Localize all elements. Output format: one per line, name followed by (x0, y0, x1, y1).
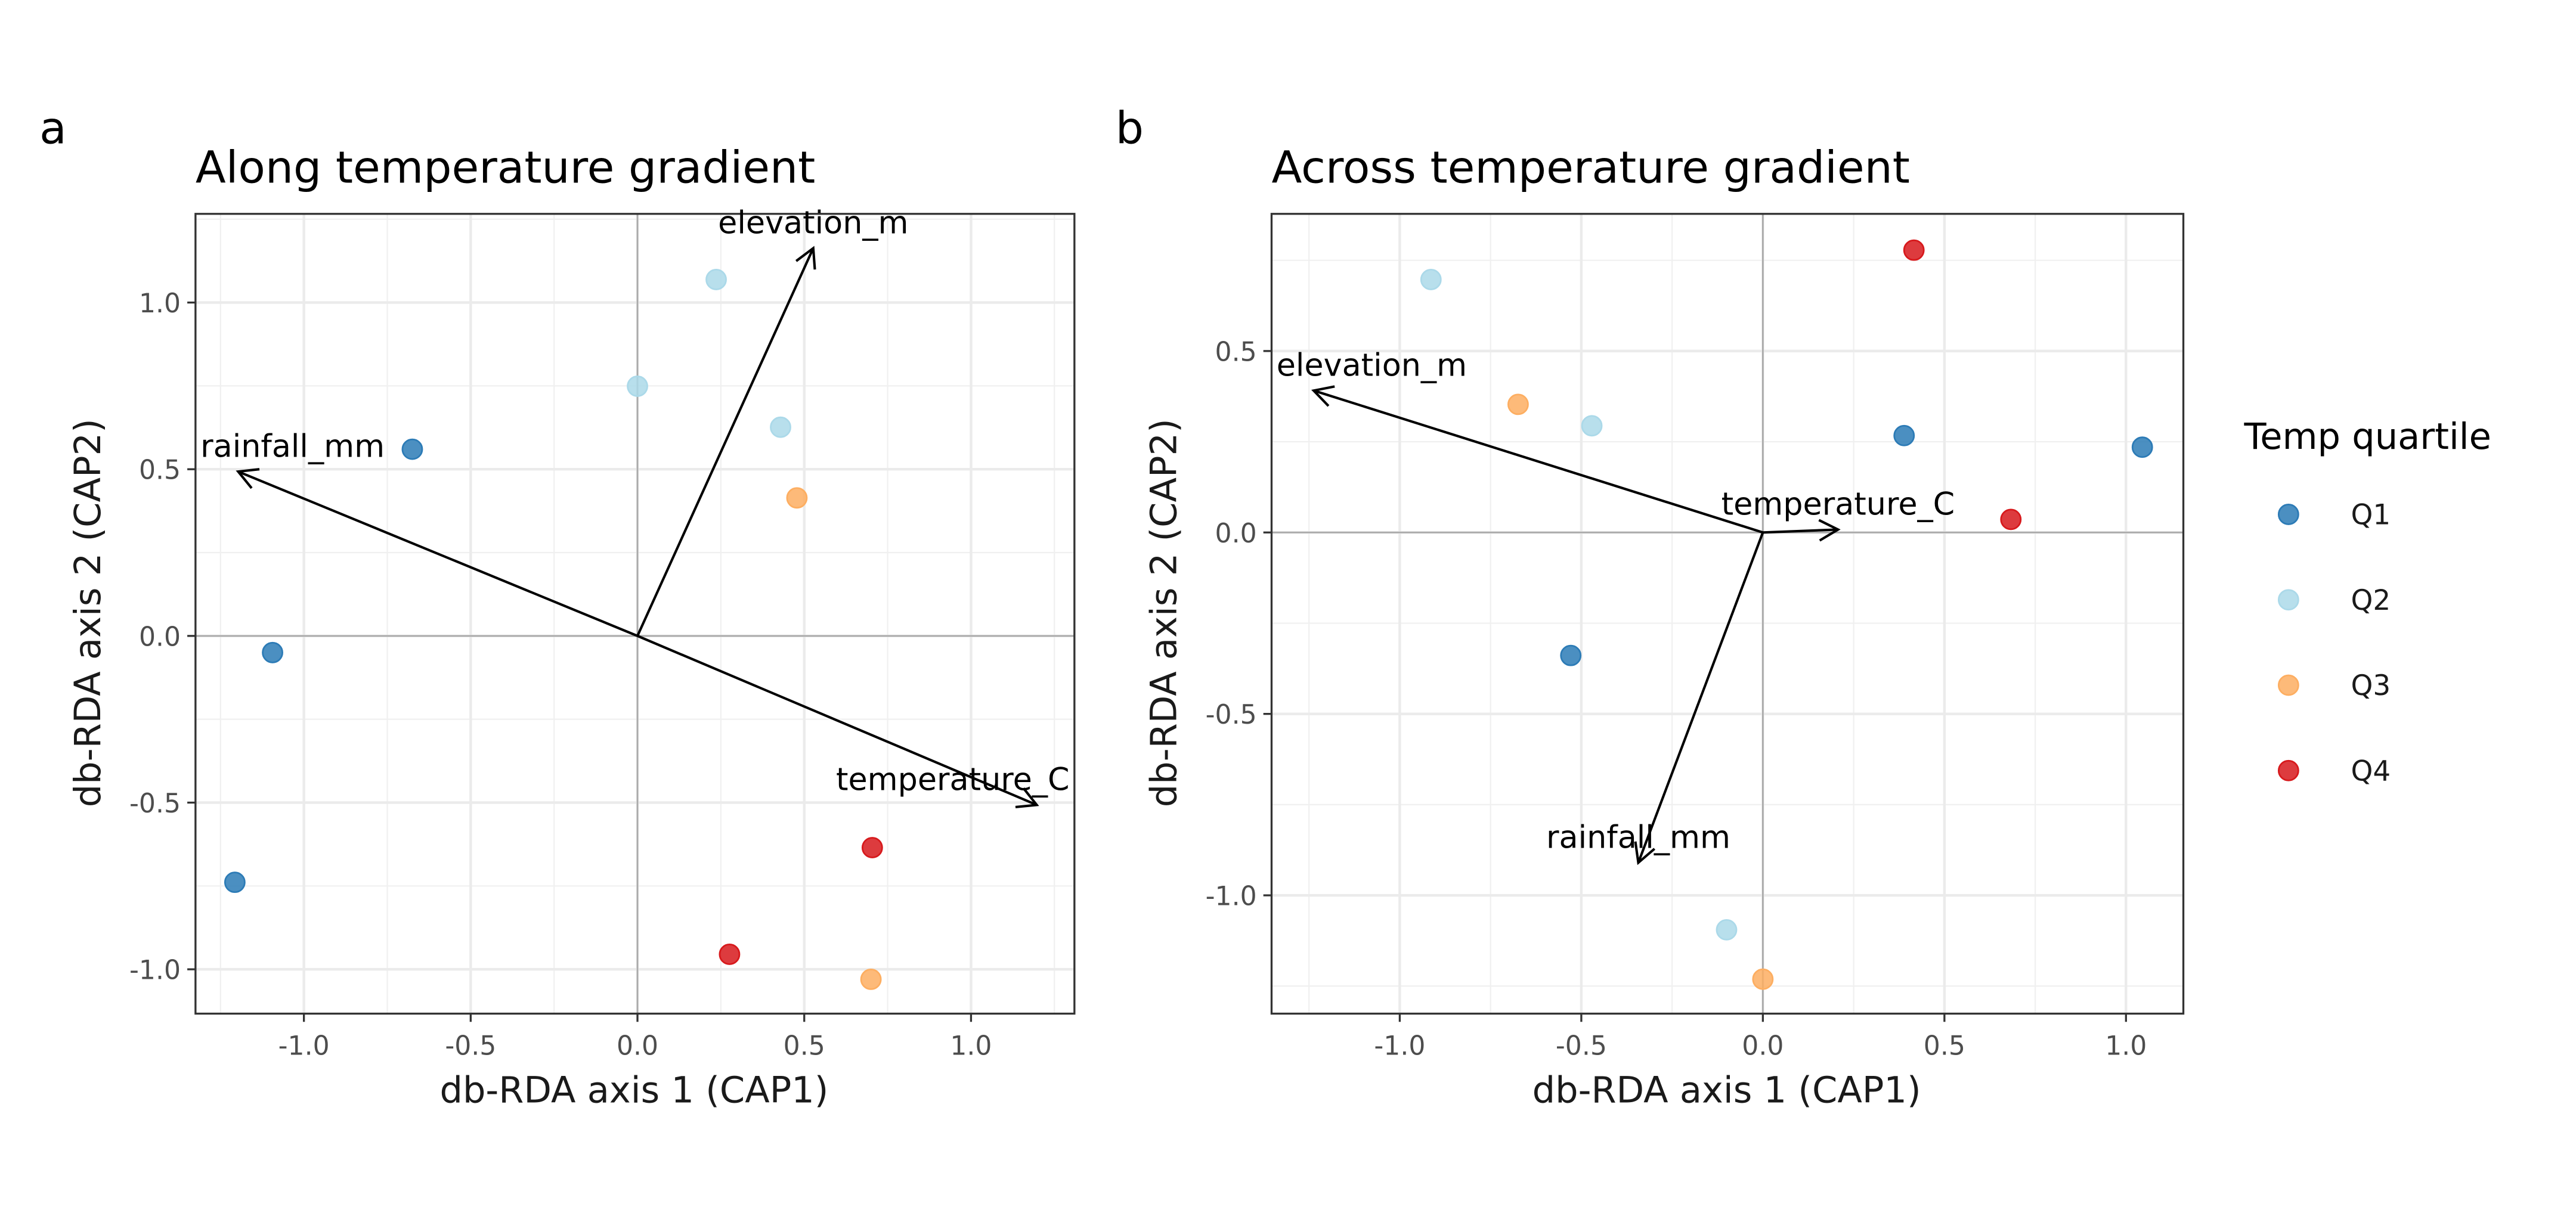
legend-key-q2 (2277, 589, 2299, 611)
legend-key-q3 (2277, 674, 2299, 696)
legend: Temp quartile Q1 Q2 Q3 Q4 (2243, 416, 2491, 788)
y-tick-label: 0.5 (139, 455, 181, 486)
y-axis-title: db-RDA axis 2 (CAP2) (67, 418, 109, 807)
vector-labels: elevation_m temperature_C rainfall_mm (1277, 347, 1955, 855)
panel-b: elevation_m temperature_C rainfall_mm b Acro… (1116, 102, 2185, 1111)
legend-label: Q1 (2351, 499, 2391, 531)
y-tick-label: 0.0 (139, 622, 181, 652)
data-point-q2 (1581, 415, 1603, 437)
data-point-q4 (719, 944, 741, 965)
vector-arrow (1313, 389, 1763, 534)
arrowhead-icon (1634, 841, 1655, 866)
arrowhead-icon (1015, 787, 1039, 809)
x-tick-label: 0.0 (617, 1031, 658, 1061)
x-tick-label: 0.5 (1924, 1031, 1965, 1061)
panel-a: elevation_m rainfall_mm temperature_C a Alon… (39, 102, 1076, 1111)
y-tick-label: 0.5 (1215, 337, 1257, 367)
biplot-vectors (1311, 385, 1841, 866)
vector-label: rainfall_mm (1546, 819, 1730, 855)
vector-labels: elevation_m rainfall_mm temperature_C (200, 205, 1069, 798)
x-tick-label: -0.5 (1556, 1031, 1607, 1061)
data-point-q2 (1420, 269, 1442, 290)
y-tick-label: -0.5 (129, 789, 181, 819)
data-point-q1 (401, 438, 423, 460)
panel-border (194, 213, 1076, 1015)
data-point-q4 (2000, 508, 2022, 531)
y-tick-label: -1.0 (129, 956, 181, 986)
points (224, 269, 883, 990)
y-tick-label: -1.0 (1206, 882, 1257, 912)
plot-background (195, 213, 1075, 1014)
data-point-q3 (1752, 968, 1774, 990)
panel-border (1270, 213, 2185, 1015)
data-point-q2 (705, 269, 727, 290)
vector-arrow (636, 247, 815, 637)
arrowhead-icon (795, 246, 816, 270)
x-tick-label: 1.0 (2105, 1031, 2147, 1061)
x-tick-label: 0.0 (1742, 1031, 1784, 1061)
x-tick-label: -1.0 (1374, 1031, 1425, 1061)
data-point-q2 (627, 376, 648, 397)
data-point-q1 (224, 871, 246, 894)
vector-arrow (637, 634, 1038, 806)
vector-arrow (1763, 528, 1838, 534)
points (1420, 239, 2153, 990)
vector-arrow (237, 470, 638, 637)
vector-label: temperature_C (836, 762, 1070, 798)
panel-title: Along temperature gradient (196, 141, 815, 193)
panel-title: Across temperature gradient (1271, 141, 1909, 193)
data-point-q1 (1560, 644, 1582, 666)
y-tick-label: 0.0 (1215, 519, 1257, 549)
y-tick-label: 1.0 (139, 289, 181, 319)
data-point-q1 (1893, 424, 1915, 446)
vector-label: elevation_m (1277, 347, 1467, 383)
legend-title: Temp quartile (2243, 416, 2491, 458)
data-point-q2 (1716, 919, 1738, 941)
data-point-q3 (860, 968, 882, 990)
legend-label: Q4 (2351, 755, 2391, 787)
x-axis-title: db-RDA axis 1 (CAP1) (439, 1069, 828, 1111)
legend-key-q4 (2277, 759, 2299, 781)
gridlines (1271, 213, 2184, 1014)
gridlines (195, 213, 1075, 1014)
panel-tag: a (39, 102, 67, 154)
x-tick-label: -1.0 (278, 1031, 330, 1061)
vector-label: temperature_C (1722, 486, 1955, 523)
x-tick-label: 1.0 (950, 1031, 992, 1061)
plot-background (1271, 213, 2184, 1014)
y-axis-title: db-RDA axis 2 (CAP2) (1144, 418, 1185, 807)
x-tick-label: 0.5 (784, 1031, 825, 1061)
vector-label: elevation_m (718, 205, 908, 241)
data-point-q4 (861, 837, 883, 858)
arrowhead-icon (1818, 519, 1841, 542)
biplot-vectors (236, 246, 1039, 809)
arrowhead-icon (236, 468, 260, 489)
data-point-q1 (2131, 436, 2153, 458)
arrowhead-icon (1311, 385, 1335, 407)
vector-label: rainfall_mm (200, 428, 385, 464)
legend-key-q1 (2277, 504, 2299, 525)
vector-arrow (1637, 532, 1764, 863)
data-point-q3 (786, 487, 808, 509)
legend-label: Q2 (2351, 585, 2391, 617)
data-point-q3 (1507, 393, 1529, 415)
data-point-q1 (262, 641, 283, 663)
y-tick-label: -0.5 (1206, 700, 1257, 730)
legend-label: Q3 (2351, 670, 2391, 702)
x-tick-label: -0.5 (445, 1031, 496, 1061)
data-point-q2 (770, 416, 791, 438)
x-axis-title: db-RDA axis 1 (CAP1) (1532, 1069, 1921, 1111)
data-point-q4 (1903, 239, 1925, 261)
panel-tag: b (1116, 102, 1144, 154)
